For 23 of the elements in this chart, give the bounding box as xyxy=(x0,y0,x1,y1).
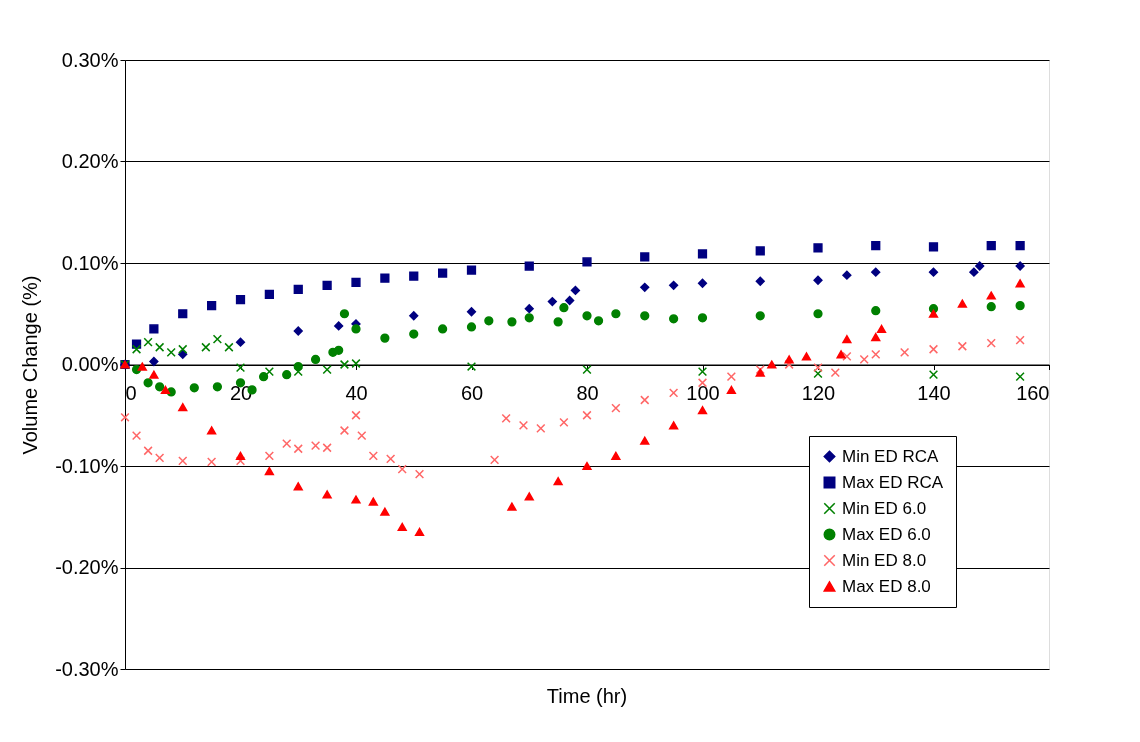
x-tick-label: 40 xyxy=(345,382,368,404)
x-tick-label: 0 xyxy=(125,382,137,404)
y-tick-label: -0.20% xyxy=(55,556,119,578)
x-tick-label: 60 xyxy=(460,382,484,404)
y-tick-label: -0.10% xyxy=(55,454,119,477)
y-tick-label: 0.00% xyxy=(61,353,119,375)
legend-label: Min ED RCA xyxy=(842,446,940,466)
y-axis-title: Volume Change (%) xyxy=(19,275,42,455)
x-tick-label: 160 xyxy=(1016,382,1050,404)
y-tick-label: 0.30% xyxy=(61,48,119,71)
legend-label: Min ED 8.0 xyxy=(842,550,927,570)
x-tick-label: 80 xyxy=(576,382,599,404)
legend-label: Max ED 6.0 xyxy=(842,524,931,544)
y-tick-label: -0.30% xyxy=(55,657,119,680)
x-axis-title: Time (hr) xyxy=(546,685,628,707)
y-tick-label: 0.20% xyxy=(61,150,119,172)
x-tick-label: 140 xyxy=(917,382,951,404)
y-tick-label: 0.10% xyxy=(61,251,119,274)
legend-label: Min ED 6.0 xyxy=(842,498,927,518)
legend-label: Max ED 8.0 xyxy=(842,576,931,596)
x-tick-label: 100 xyxy=(686,382,720,404)
legend-label: Max ED RCA xyxy=(842,472,944,492)
x-tick-label: 120 xyxy=(801,382,836,404)
